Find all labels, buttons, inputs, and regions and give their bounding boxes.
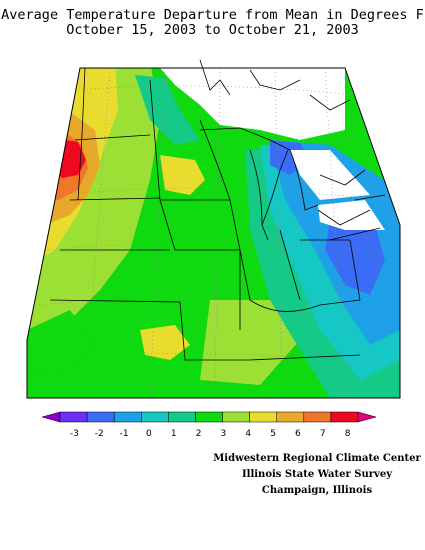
legend-swatches (41, 411, 377, 423)
field-east-blue (325, 220, 385, 295)
graticule-lat-2 (64, 134, 371, 146)
boundary-mo-ar (179, 301, 250, 361)
graticule-lat-4 (44, 243, 401, 256)
field-southwest-green (27, 310, 95, 375)
boundaries (49, 59, 386, 361)
lake-superior-shore (199, 127, 291, 151)
legend-swatch (222, 411, 250, 423)
legend-swatch (59, 411, 88, 423)
boundary-ks-ok (49, 299, 181, 303)
boundary-nd-sd (74, 134, 151, 141)
legend-tick-label: 4 (245, 429, 251, 439)
map-title-line1: Average Temperature Departure from Mean … (1, 7, 424, 23)
legend-tick-label: 7 (320, 429, 326, 439)
legend-tick-label: 3 (221, 429, 227, 439)
boundary-ohio-river (249, 299, 361, 312)
canada-outline-4 (319, 169, 366, 186)
field-lightgreen-southeast (200, 300, 300, 385)
credit-location: Champaign, Illinois (261, 485, 373, 496)
legend-swatch (86, 411, 115, 423)
legend-tick-label: -3 (70, 429, 79, 439)
legend-arrow-low (41, 411, 61, 423)
graticule (26, 67, 401, 399)
lake-erie-shore (317, 209, 371, 226)
legend-swatch (249, 411, 277, 423)
boundary-oh-pa (300, 239, 361, 301)
field-canada-nodata (150, 68, 345, 140)
graticule-lat-3 (54, 188, 386, 201)
legend-tick-label: 5 (270, 429, 276, 439)
legend-arrow-high (357, 411, 377, 423)
field-yellow-spot-north (160, 155, 205, 195)
map-frame (26, 67, 401, 399)
legend-swatch (195, 411, 223, 423)
legend-swatch (141, 411, 169, 423)
field-lake-huron-nodata (290, 150, 370, 200)
graticule-lat-6 (26, 353, 401, 366)
lake-michigan-shore-east (261, 149, 289, 226)
lake-huron-shore (289, 149, 319, 211)
legend-swatch (168, 411, 196, 423)
legend-tick-label: 1 (171, 429, 177, 439)
boundary-pa-ny (329, 227, 381, 241)
legend-ticks: -3 -2 -1 0 1 2 3 4 5 6 7 8 (70, 429, 351, 439)
legend-tick-label: 2 (196, 429, 202, 439)
credit-mrcc: Midwestern Regional Climate Center (213, 453, 421, 464)
boundary-in-oh (279, 229, 301, 301)
legend-tick-label: -1 (120, 429, 129, 439)
legend-swatch (276, 411, 305, 423)
canada-outline-2 (249, 69, 301, 91)
boundary-tn-ky (249, 354, 361, 361)
legend-swatch (330, 411, 359, 423)
boundary-sd-ne (69, 197, 161, 201)
legend-tick-label: -2 (95, 429, 104, 439)
canada-outline-3 (309, 94, 351, 111)
legend-swatch (113, 411, 142, 423)
boundary-mississippi (199, 119, 251, 301)
credit-isws: Illinois State Water Survey (241, 469, 393, 480)
legend-swatch (303, 411, 332, 423)
lake-ontario-shore (354, 194, 386, 201)
boundary-mt-nd (77, 67, 86, 201)
legend-tick-label: 0 (146, 429, 152, 439)
field-lake-erie-ontario-nodata (318, 200, 385, 230)
legend-tick-label: 6 (295, 429, 301, 439)
legend-tick-label: 8 (345, 429, 351, 439)
map-title-line2: October 15, 2003 to October 21, 2003 (66, 22, 359, 38)
canada-outline-1 (199, 59, 231, 96)
field-yellow-spot-south (140, 325, 190, 360)
